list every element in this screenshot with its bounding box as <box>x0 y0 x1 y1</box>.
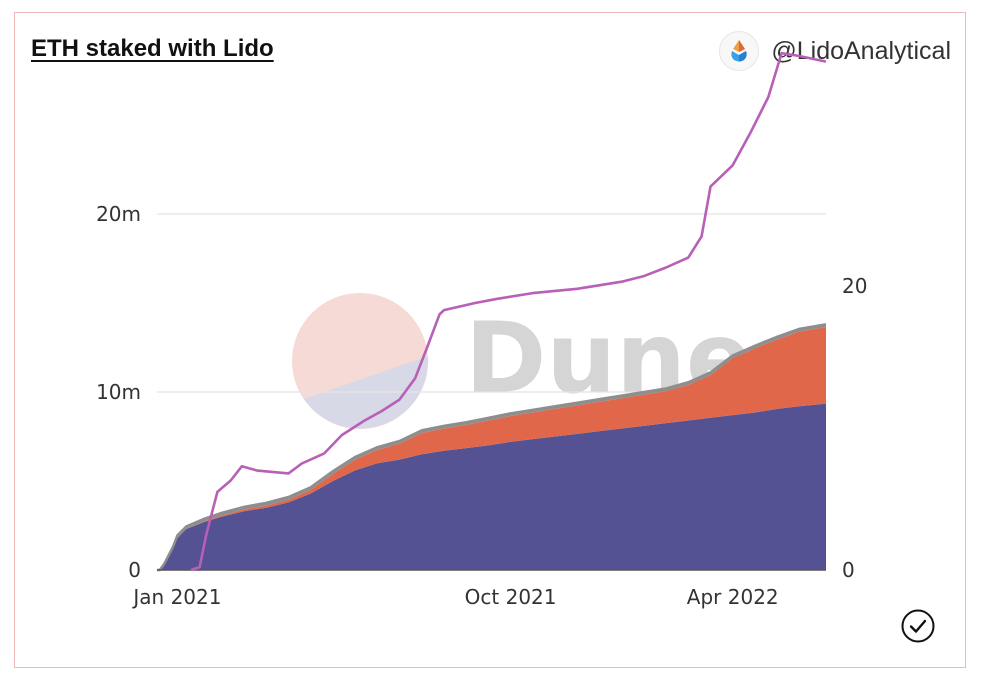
y-axis-left: 0 10m 20m <box>96 202 141 582</box>
stack-outline <box>157 323 827 572</box>
check-circle-icon[interactable] <box>901 609 935 643</box>
x-axis: Jan 2021 Oct 2021 Apr 2022 <box>131 585 778 609</box>
x-tick-label: Apr 2022 <box>687 585 779 609</box>
y-left-tick-label: 10m <box>96 380 141 404</box>
x-tick-label: Oct 2021 <box>465 585 557 609</box>
x-tick-label: Jan 2021 <box>131 585 221 609</box>
y-right-tick-label: 20 <box>842 274 867 298</box>
y-axis-right: 0 20 <box>842 274 867 582</box>
area-series-1 <box>157 403 826 570</box>
y-left-tick-label: 20m <box>96 202 141 226</box>
line-series <box>190 51 827 572</box>
line-series-1 <box>190 51 827 572</box>
chart-title-link[interactable]: ETH staked with Lido <box>31 35 274 62</box>
author-handle: @LidoAnalytical <box>771 36 951 65</box>
area-series-2 <box>157 327 826 570</box>
y-left-tick-label: 0 <box>128 558 141 582</box>
lido-drop-icon <box>719 31 760 71</box>
y-right-tick-label: 0 <box>842 558 855 582</box>
author-badge[interactable]: @LidoAnalytical <box>719 31 951 71</box>
area-series <box>157 323 827 572</box>
